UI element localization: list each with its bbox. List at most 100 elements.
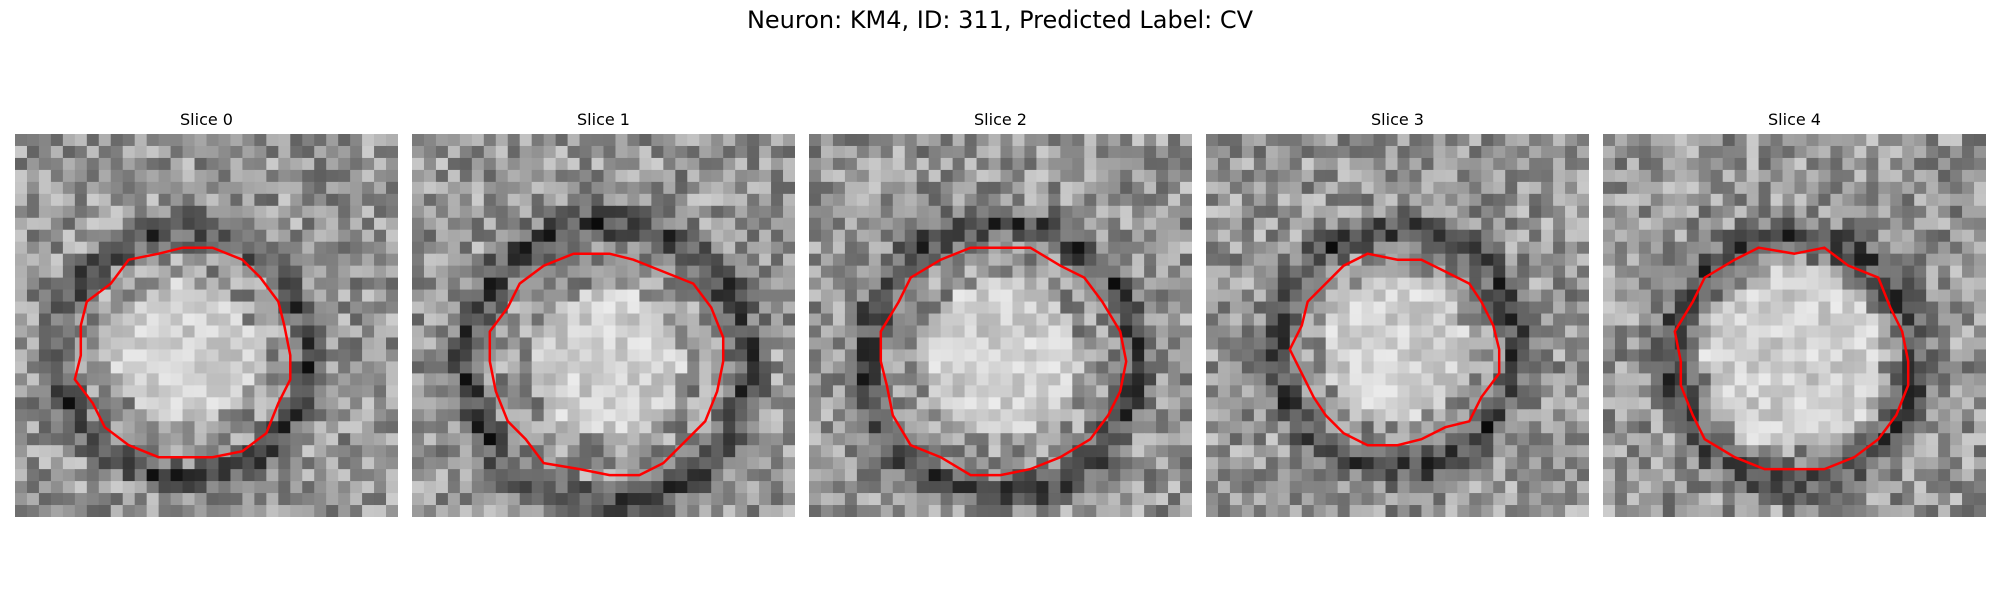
image-pixel [1024,146,1037,159]
image-pixel [1938,182,1951,195]
image-pixel [254,194,267,207]
slice-title: Slice 3 [1206,110,1589,134]
image-pixel [869,481,882,494]
image-pixel [1168,469,1181,482]
image-pixel [338,206,351,219]
image-pixel [1974,421,1986,434]
image-pixel [1902,266,1915,279]
image-pixel [723,314,736,327]
image-pixel [159,445,172,458]
image-pixel [1362,278,1375,291]
image-pixel [374,146,387,159]
image-pixel [374,134,387,147]
image-pixel [735,505,748,517]
image-pixel [1386,421,1399,434]
image-pixel [663,373,676,386]
image-pixel [386,445,398,458]
image-pixel [362,242,375,255]
image-pixel [278,493,291,506]
image-pixel [1974,230,1986,243]
image-pixel [183,337,196,350]
image-pixel [977,481,990,494]
image-pixel [183,457,196,470]
image-pixel [568,421,581,434]
image-pixel [1914,182,1927,195]
image-pixel [857,397,870,410]
image-pixel [171,349,184,362]
image-pixel [1326,314,1339,327]
image-pixel [615,278,628,291]
image-pixel [218,134,231,147]
image-pixel [1278,481,1291,494]
image-pixel [1974,373,1986,386]
image-pixel [460,421,473,434]
image-pixel [1242,505,1255,517]
image-pixel [1890,385,1903,398]
image-pixel [290,373,303,386]
image-pixel [1747,254,1760,267]
image-pixel [147,349,160,362]
image-pixel [1711,373,1724,386]
image-pixel [1254,230,1267,243]
image-pixel [1553,242,1566,255]
image-pixel [1469,361,1482,374]
image-pixel [99,134,112,147]
image-pixel [1687,206,1700,219]
image-pixel [651,302,664,315]
image-pixel [604,326,617,339]
image-pixel [302,218,315,231]
image-pixel [965,445,978,458]
image-pixel [1926,373,1939,386]
image-pixel [1651,134,1664,147]
image-pixel [615,206,628,219]
image-pixel [1156,349,1169,362]
image-pixel [1603,421,1616,434]
image-pixel [15,337,28,350]
image-pixel [711,278,724,291]
image-pixel [1290,385,1303,398]
image-pixel [604,349,617,362]
image-pixel [1795,218,1808,231]
image-pixel [207,134,220,147]
image-pixel [735,433,748,446]
image-pixel [508,349,521,362]
image-pixel [207,326,220,339]
image-pixel [869,134,882,147]
image-pixel [436,242,449,255]
image-pixel [51,254,64,267]
image-pixel [1818,134,1831,147]
image-pixel [242,302,255,315]
image-pixel [183,469,196,482]
image-pixel [374,373,387,386]
image-pixel [1926,409,1939,422]
image-pixel [1529,361,1542,374]
image-pixel [448,445,461,458]
image-pixel [1675,194,1688,207]
image-pixel [1541,206,1554,219]
image-pixel [412,445,425,458]
image-pixel [1072,302,1085,315]
image-pixel [568,337,581,350]
image-pixel [1854,337,1867,350]
image-pixel [460,302,473,315]
image-pixel [759,457,772,470]
image-pixel [1206,266,1219,279]
image-pixel [412,433,425,446]
image-pixel [1577,158,1589,171]
image-pixel [1962,194,1975,207]
image-pixel [1001,337,1014,350]
image-pixel [1854,278,1867,291]
image-pixel [821,314,834,327]
image-pixel [448,433,461,446]
image-pixel [1902,182,1915,195]
image-pixel [362,481,375,494]
image-pixel [1914,194,1927,207]
image-pixel [183,445,196,458]
image-pixel [857,493,870,506]
image-pixel [1108,134,1121,147]
image-pixel [687,481,700,494]
image-pixel [1627,457,1640,470]
image-pixel [508,397,521,410]
image-pixel [627,326,640,339]
image-pixel [63,266,76,279]
